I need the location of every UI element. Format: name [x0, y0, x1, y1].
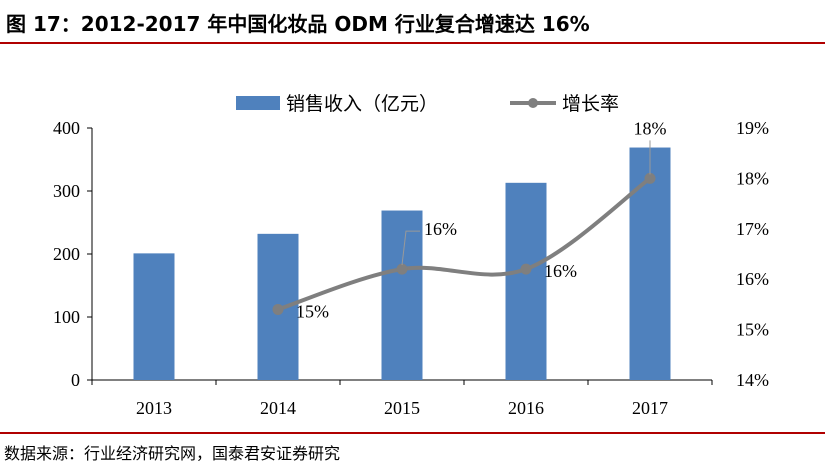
axes: 0 100 200 300 400 14% 15% 16% 17% 18% 19% 2013 2014 2…	[53, 118, 769, 418]
chart: 销售收入（亿元） 增长率 0 100 200 300 400 14% 15% 16% 17% 18…	[53, 93, 769, 418]
y-left-tick-label: 200	[53, 244, 80, 264]
data-labels: 15% 16% 16% 18%	[296, 118, 667, 321]
line-point	[644, 172, 656, 184]
y-right-tick-label: 19%	[736, 118, 769, 138]
growth-data-label: 16%	[544, 261, 577, 281]
bar	[629, 147, 671, 380]
y-right-tick-label: 18%	[736, 168, 769, 188]
line-point	[272, 303, 284, 315]
growth-data-label: 18%	[634, 118, 667, 138]
y-left-tick-label: 300	[53, 181, 80, 201]
source-note: 数据来源：行业经济研究网，国泰君安证券研究	[4, 444, 341, 463]
y-left-tick-label: 0	[71, 370, 80, 390]
bar	[381, 210, 423, 380]
data-label-leader	[401, 230, 420, 266]
y-right-tick-label: 16%	[736, 269, 769, 289]
bar	[133, 253, 175, 380]
y-left-tick-label: 400	[53, 118, 80, 138]
x-tick-label: 2016	[508, 398, 544, 418]
footer-divider	[0, 432, 825, 434]
line-point	[520, 263, 532, 275]
legend-swatch-bar	[236, 96, 280, 110]
legend-label-growth: 增长率	[562, 93, 619, 115]
title-bar: 图 17：2012-2017 年中国化妆品 ODM 行业复合增速达 16%	[0, 0, 825, 44]
growth-data-label: 16%	[424, 219, 457, 239]
page-title: 图 17：2012-2017 年中国化妆品 ODM 行业复合增速达 16%	[6, 12, 590, 36]
y-right-tick-label: 15%	[736, 320, 769, 340]
legend-swatch-marker	[528, 98, 538, 108]
legend: 销售收入（亿元） 增长率	[236, 93, 619, 115]
x-tick-label: 2015	[384, 398, 420, 418]
x-tick-label: 2017	[632, 398, 668, 418]
bar-series	[133, 147, 671, 380]
title-divider	[0, 42, 825, 44]
line-point	[396, 263, 408, 275]
x-tick-label: 2013	[136, 398, 172, 418]
growth-line	[277, 176, 652, 312]
growth-data-label: 15%	[296, 301, 329, 321]
legend-label-revenue: 销售收入（亿元）	[286, 93, 438, 115]
line-series	[272, 172, 656, 315]
y-right-tick-label: 17%	[736, 219, 769, 239]
y-left-tick-label: 100	[53, 307, 80, 327]
bar	[505, 182, 547, 380]
x-tick-label: 2014	[260, 398, 296, 418]
y-right-tick-label: 14%	[736, 370, 769, 390]
